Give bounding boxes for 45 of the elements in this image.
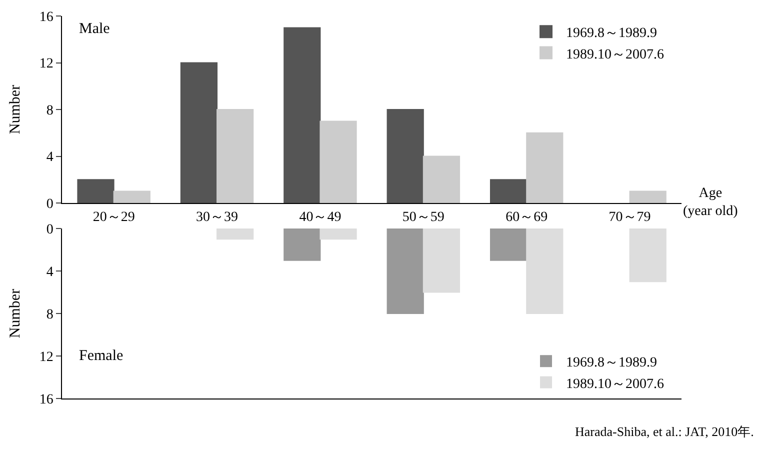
x-tick-label: 40～49 [299, 210, 342, 225]
x-axis-title: Age (year old) [683, 186, 738, 220]
y-axis-title: Number [8, 84, 24, 134]
bar [386, 109, 424, 203]
y-axis-title: Number [8, 288, 24, 338]
bar [216, 228, 254, 240]
annotation: Male [79, 21, 110, 37]
bar [320, 228, 357, 240]
y-tick-label: 8 [46, 103, 54, 118]
bar [77, 179, 114, 203]
bar [113, 190, 150, 203]
y-tick-label: 8 [46, 307, 54, 322]
x-tick-label: 30～39 [196, 210, 238, 225]
legend-label: 1989.10～2007.6 [566, 47, 664, 62]
y-tick-label: 4 [46, 264, 54, 280]
y-tick-label: 16 [39, 10, 54, 25]
bar [386, 228, 424, 314]
bar [284, 228, 321, 261]
bar [422, 156, 460, 203]
legend-label: 1969.8～1989.9 [566, 356, 658, 371]
x-tick-label: 50～59 [402, 210, 444, 225]
y-tick-label: 0 [46, 222, 54, 238]
x-tick-label: 60～69 [506, 210, 548, 225]
bar [490, 228, 528, 261]
y-tick-label: 4 [46, 150, 54, 166]
y-tick-label: 16 [39, 392, 54, 408]
bar [180, 62, 218, 203]
bar [629, 228, 666, 282]
bar [490, 179, 528, 203]
x-tick-label: 70～79 [608, 210, 651, 225]
y-tick-label: 12 [39, 56, 54, 72]
bar [526, 132, 564, 203]
legend-label: 1989.10～2007.6 [566, 376, 664, 392]
bar [284, 27, 321, 203]
y-tick-label: 0 [46, 196, 54, 212]
legend-label: 1969.8～1989.9 [566, 26, 658, 42]
x-tick-label: 20～29 [92, 210, 135, 225]
annotation: Female [79, 348, 124, 364]
y-tick-label: 12 [39, 350, 54, 365]
bar [526, 228, 564, 314]
bar [422, 228, 460, 293]
bar [629, 190, 666, 203]
text: Harada-Shiba, et al.: JAT, 2010年. [575, 424, 754, 439]
bar [216, 109, 254, 203]
bar [320, 120, 357, 203]
